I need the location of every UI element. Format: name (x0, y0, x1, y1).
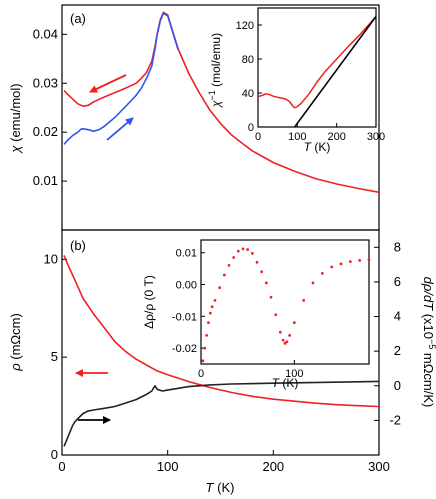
data-point (205, 333, 209, 337)
y-tick-label: 0 (51, 447, 58, 462)
data-point (278, 330, 282, 334)
panel-b-chart: (b) ρ (mΩcm) dρ/dT (x10−5 mΩcm/K) T (K) … (8, 229, 436, 495)
panel-a-ylabel: χ (emu/mol) (8, 83, 23, 153)
y-right-tick-label: -2 (389, 412, 401, 427)
y-tick-label: 0.04 (33, 26, 58, 41)
x-tick-label: 0 (58, 459, 65, 474)
panel-a-chart: (a) χ (emu/mol) 0.01 0.02 0.03 0.04 (8, 4, 380, 231)
x-tick-label: 0 (255, 131, 261, 143)
x-tick-label: 300 (367, 131, 385, 143)
data-point (246, 248, 250, 251)
panel-b-xlabel: T (K) (206, 480, 235, 495)
y-tick-label: 10 (44, 251, 58, 266)
data-point (241, 247, 245, 251)
y-tick-label: 0.01 (33, 173, 58, 188)
data-point (348, 260, 352, 264)
data-point (292, 321, 296, 325)
data-point (358, 258, 362, 262)
data-point (222, 273, 226, 277)
data-point (274, 313, 278, 317)
data-point (260, 270, 264, 274)
x-tick-label: 300 (368, 459, 390, 474)
data-point (330, 265, 334, 269)
y-right-tick-label: 2 (394, 343, 401, 358)
y-tick-label: -0.02 (172, 343, 197, 355)
panel-a-inset-chart: χ−1 (mol/emu) T (K) 0 100 200 300 0 40 80 120 (207, 7, 385, 154)
data-point (255, 260, 259, 264)
panel-a-inset-xlabel: T (K) (304, 140, 331, 154)
panel-b-inset-xlabel: T (K) (272, 376, 299, 390)
panel-b-label: (b) (70, 238, 86, 253)
data-point (281, 338, 285, 342)
x-tick-label: 100 (288, 131, 306, 143)
y-right-tick-label: 0 (394, 378, 401, 393)
panel-b-inset-chart: Δρ/ρ (0 T) T (K) 0 100 0.01 0.00 -0.01 -0.02 (142, 239, 371, 390)
y-tick-label: 120 (236, 20, 254, 32)
data-point (232, 256, 236, 259)
y-right-tick-label: 6 (394, 274, 401, 289)
data-point (339, 262, 343, 266)
x-tick-label: 0 (198, 368, 204, 380)
data-point (218, 286, 222, 290)
panel-b-inset-ylabel: Δρ/ρ (0 T) (142, 275, 156, 329)
data-point (288, 333, 292, 337)
data-point (208, 311, 212, 315)
data-point (311, 281, 315, 285)
series-line-0 (258, 16, 377, 109)
series-line-1 (63, 12, 179, 145)
data-point (367, 258, 371, 262)
panel-b-ylabel-left: ρ (mΩcm) (8, 313, 23, 372)
x-tick-label: 100 (285, 368, 303, 380)
y-right-tick-label: 8 (394, 239, 401, 254)
panel-b-ylabel-right: dρ/dT (x10−5 mΩcm/K) (421, 277, 436, 408)
x-tick-label: 200 (262, 459, 284, 474)
data-point (207, 321, 210, 325)
data-point (236, 249, 240, 253)
y-tick-label: 0.00 (176, 280, 197, 292)
y-tick-label: 40 (242, 88, 254, 100)
data-point (227, 264, 231, 267)
cooling-arrow (89, 74, 127, 93)
y-tick-label: 80 (242, 54, 254, 66)
data-point (250, 251, 254, 255)
y-tick-label: -0.01 (172, 311, 197, 323)
panel-a-inset-ylabel: χ−1 (mol/emu) (207, 33, 223, 108)
warming-arrow (106, 117, 134, 141)
series-line-1 (63, 380, 380, 447)
data-point (213, 299, 217, 302)
data-point (320, 271, 324, 275)
data-point (210, 305, 214, 309)
data-point (285, 340, 289, 344)
y-right-tick-label: 4 (394, 309, 401, 324)
y-tick-label: 0.01 (176, 248, 197, 260)
x-tick-label: 200 (327, 131, 345, 143)
y-tick-label: 0 (248, 122, 254, 134)
data-point (283, 341, 287, 345)
x-tick-label: 100 (157, 459, 179, 474)
data-point (201, 359, 205, 363)
data-point (264, 281, 268, 285)
series-line-0 (63, 255, 380, 408)
data-point (269, 295, 273, 299)
y-tick-label: 0.03 (33, 75, 58, 90)
panel-a-label: (a) (70, 11, 86, 26)
series-line-1 (293, 16, 377, 128)
data-point (203, 346, 207, 350)
y-tick-label: 5 (51, 349, 58, 364)
data-point (302, 299, 306, 302)
y-tick-label: 0.02 (33, 124, 58, 139)
